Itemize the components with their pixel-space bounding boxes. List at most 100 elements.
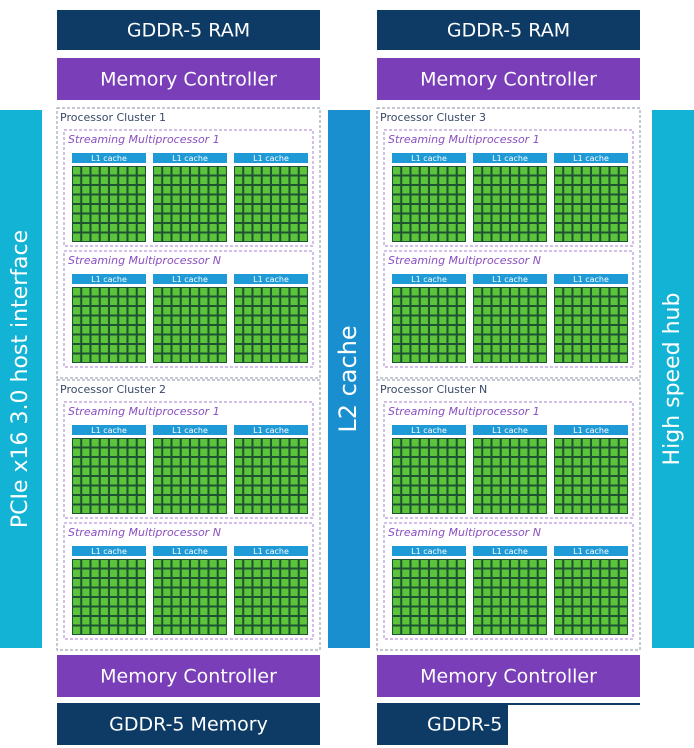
sm-frame (63, 250, 314, 368)
l1-cache-bar (72, 274, 146, 284)
l1-cache-label: L1 cache (573, 275, 609, 284)
core-grid (473, 166, 547, 242)
core-grid (234, 166, 308, 242)
cluster-label: Processor Cluster N (380, 383, 487, 396)
sm-label: Streaming Multiprocessor N (68, 526, 221, 539)
host-interface-bar (0, 110, 42, 648)
l1-cache-bar (72, 546, 146, 556)
l1-cache-label: L1 cache (492, 426, 528, 435)
cluster-frame (56, 107, 321, 379)
l1-cache-bar (153, 153, 227, 163)
l1-cache-label: L1 cache (91, 154, 127, 163)
sm-frame (63, 129, 314, 247)
controller-box-label: Memory Controller (420, 666, 597, 688)
controller-box (377, 655, 640, 697)
l1-cache-label: L1 cache (172, 547, 208, 556)
core-grid (392, 438, 466, 514)
core-grid (72, 166, 146, 242)
sm-label: Streaming Multiprocessor 1 (388, 405, 540, 418)
sm-frame (383, 250, 634, 368)
l1-cache-label: L1 cache (411, 154, 447, 163)
l1-cache-label: L1 cache (411, 275, 447, 284)
core-grid (153, 438, 227, 514)
core-grid (234, 287, 308, 363)
sm-label: Streaming Multiprocessor N (388, 526, 541, 539)
hub-bar (652, 110, 694, 648)
l1-cache-bar (72, 153, 146, 163)
hub-label: High speed hub (660, 293, 685, 466)
sm-label: Streaming Multiprocessor 1 (388, 133, 540, 146)
l1-cache-label: L1 cache (573, 426, 609, 435)
memory-box-label: GDDR-5 Memory (109, 714, 268, 736)
core-grid (234, 438, 308, 514)
l1-cache-label: L1 cache (492, 275, 528, 284)
controller-box-label: Memory Controller (100, 69, 277, 91)
controller-box (377, 58, 640, 100)
cluster-label: Processor Cluster 3 (380, 111, 486, 124)
l1-cache-bar (392, 153, 466, 163)
sm-frame (383, 129, 634, 247)
l1-cache-bar (554, 153, 628, 163)
core-grid (392, 287, 466, 363)
l1-cache-bar (72, 425, 146, 435)
sm-frame (63, 401, 314, 519)
l1-cache-bar (234, 274, 308, 284)
l1-cache-label: L1 cache (172, 426, 208, 435)
core-grid (554, 438, 628, 514)
l1-cache-bar (473, 274, 547, 284)
memory-box-label: GDDR-5 (427, 714, 502, 736)
cluster-label: Processor Cluster 2 (60, 383, 166, 396)
core-grid (554, 559, 628, 635)
l1-cache-bar (234, 153, 308, 163)
l1-cache-bar (392, 546, 466, 556)
host-interface-label: PCIe x16 3.0 host interface (8, 230, 33, 528)
l1-cache-label: L1 cache (172, 154, 208, 163)
core-grid (234, 559, 308, 635)
l1-cache-bar (554, 546, 628, 556)
l1-cache-bar (153, 425, 227, 435)
core-grid (473, 287, 547, 363)
l1-cache-bar (234, 425, 308, 435)
core-grid (153, 287, 227, 363)
l1-cache-label: L1 cache (411, 426, 447, 435)
l1-cache-bar (473, 153, 547, 163)
ram-box (377, 10, 640, 50)
l1-cache-bar (153, 546, 227, 556)
core-grid (554, 287, 628, 363)
l1-cache-label: L1 cache (253, 275, 289, 284)
sm-frame (383, 522, 634, 640)
l2-cache-label: L2 cache (334, 325, 362, 432)
cluster-frame (56, 379, 321, 651)
core-grid (153, 166, 227, 242)
controller-box-label: Memory Controller (100, 666, 277, 688)
core-grid (153, 559, 227, 635)
sm-frame (63, 522, 314, 640)
l1-cache-bar (392, 425, 466, 435)
core-grid (72, 287, 146, 363)
l1-cache-bar (234, 546, 308, 556)
memory-box (57, 703, 320, 745)
l1-cache-bar (473, 546, 547, 556)
l1-cache-label: L1 cache (91, 275, 127, 284)
core-grid (473, 559, 547, 635)
sm-label: Streaming Multiprocessor 1 (68, 405, 220, 418)
sm-frame (383, 401, 634, 519)
l1-cache-bar (153, 274, 227, 284)
cluster-label: Processor Cluster 1 (60, 111, 166, 124)
l1-cache-label: L1 cache (91, 547, 127, 556)
sm-label: Streaming Multiprocessor N (68, 254, 221, 267)
core-grid (72, 559, 146, 635)
cluster-frame (376, 107, 641, 379)
core-grid (392, 166, 466, 242)
l1-cache-label: L1 cache (411, 547, 447, 556)
controller-box-label: Memory Controller (420, 69, 597, 91)
l1-cache-label: L1 cache (573, 154, 609, 163)
l1-cache-bar (473, 425, 547, 435)
sm-label: Streaming Multiprocessor N (388, 254, 541, 267)
l1-cache-label: L1 cache (253, 426, 289, 435)
l1-cache-bar (554, 425, 628, 435)
sm-label: Streaming Multiprocessor 1 (68, 133, 220, 146)
ram-box (57, 10, 320, 50)
cover (508, 705, 694, 748)
